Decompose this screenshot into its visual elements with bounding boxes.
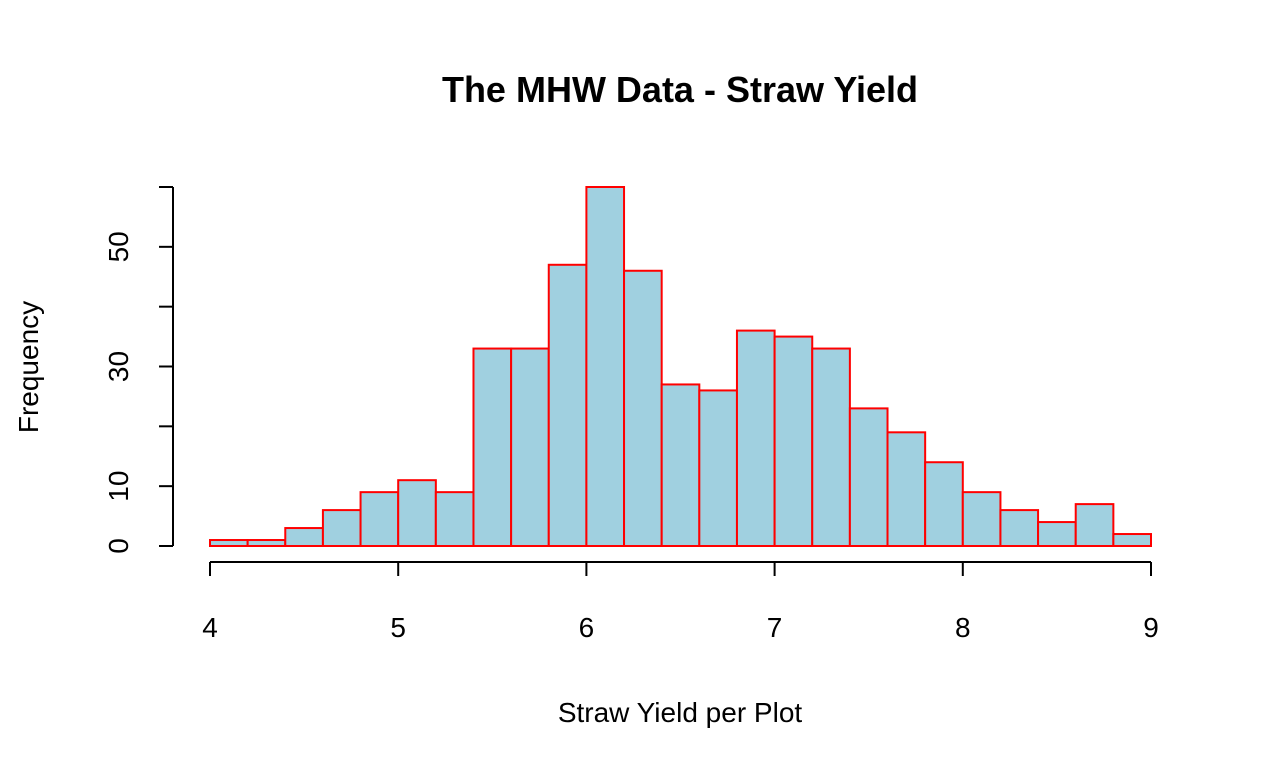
histogram-bar — [886, 431, 927, 548]
histogram-bar — [735, 329, 776, 547]
histogram-bar — [773, 335, 814, 548]
histogram-bar — [472, 347, 513, 547]
x-tick-label: 7 — [767, 612, 783, 643]
histogram-bar — [924, 461, 964, 548]
histogram-bars — [209, 186, 1152, 548]
y-tick-label: 10 — [103, 471, 134, 502]
histogram-bar — [698, 389, 738, 547]
histogram-bar — [1074, 503, 1115, 548]
y-axis: 0 10 30 50 — [103, 186, 174, 554]
histogram-bar — [811, 347, 851, 547]
histogram-bar — [1037, 521, 1077, 547]
histogram-bar — [1112, 533, 1152, 547]
histogram-bar — [284, 527, 324, 547]
x-tick-label: 5 — [390, 612, 406, 643]
y-axis-label: Frequency — [13, 301, 44, 433]
chart-title: The MHW Data - Straw Yield — [442, 69, 918, 110]
y-tick-label: 0 — [103, 538, 134, 554]
histogram-bar — [510, 347, 550, 547]
histogram-bar — [999, 509, 1040, 548]
histogram-bar — [359, 491, 400, 547]
histogram-bar — [660, 383, 701, 548]
y-tick-label: 50 — [103, 231, 134, 262]
histogram-bar — [321, 509, 362, 548]
histogram-bar — [848, 407, 889, 547]
x-axis: 4 5 6 7 8 9 — [202, 561, 1159, 643]
histogram-bar — [246, 539, 287, 547]
x-tick-label: 8 — [955, 612, 971, 643]
histogram-bar — [961, 491, 1002, 547]
histogram-bar — [547, 263, 588, 547]
histogram-bar — [434, 491, 475, 547]
histogram-bar — [623, 269, 663, 547]
x-axis-label: Straw Yield per Plot — [558, 697, 803, 728]
x-tick-label: 4 — [202, 612, 218, 643]
histogram-bar — [397, 479, 437, 547]
y-tick-label: 30 — [103, 351, 134, 382]
x-tick-label: 9 — [1143, 612, 1159, 643]
x-tick-label: 6 — [579, 612, 595, 643]
histogram-bar — [209, 539, 249, 547]
histogram-bar — [585, 186, 626, 547]
